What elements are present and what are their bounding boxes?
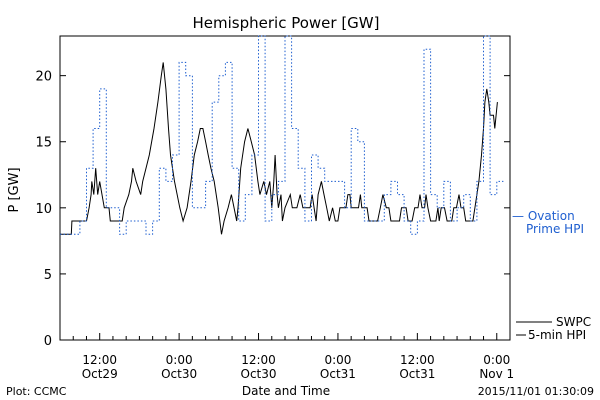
y-tick-label: 10 [35, 202, 52, 217]
x-tick-label-date: Oct29 [82, 367, 118, 381]
legend-swpc-line1: SWPC [556, 315, 591, 329]
x-tick-label-time: 0:00 [166, 353, 193, 367]
plot-frame [59, 35, 511, 341]
y-tick-label: 0 [44, 334, 52, 349]
footer-timestamp: 2015/11/01 01:30:09 [478, 385, 594, 398]
y-tick-label: 15 [35, 136, 52, 151]
x-tick-label-date: Oct30 [161, 367, 197, 381]
x-tick-label-time: 0:00 [324, 353, 351, 367]
x-tick-label-date: Oct30 [241, 367, 277, 381]
legend-swpc-line2: 5-min HPI [528, 328, 586, 342]
x-tick-label-date: Oct31 [320, 367, 356, 381]
x-tick-label-time: 12:00 [241, 353, 276, 367]
chart-title: Hemispheric Power [GW] [193, 14, 380, 32]
series-swpc-line [60, 62, 498, 235]
legend-ovation-line1: — Ovation [512, 209, 575, 223]
y-axis: 0 5 10 15 20 [35, 70, 510, 349]
x-tick-label-date: Nov 1 [479, 367, 514, 381]
x-tick-label-time: 0:00 [483, 353, 510, 367]
footer-plot-credit: Plot: CCMC [6, 385, 67, 398]
data-series [60, 35, 504, 235]
x-tick-label-date: Oct31 [399, 367, 435, 381]
x-tick-label-time: 12:00 [82, 353, 117, 367]
y-tick-label: 20 [35, 70, 52, 85]
x-tick-label-time: 12:00 [400, 353, 435, 367]
x-axis: 12:00Oct290:00Oct3012:00Oct300:00Oct3112… [59, 333, 514, 381]
y-tick-label: 5 [44, 268, 52, 283]
legend-ovation-line2: Prime HPI [526, 222, 584, 236]
y-axis-label: P [GW] [7, 167, 22, 212]
x-axis-label: Date and Time [242, 384, 330, 398]
